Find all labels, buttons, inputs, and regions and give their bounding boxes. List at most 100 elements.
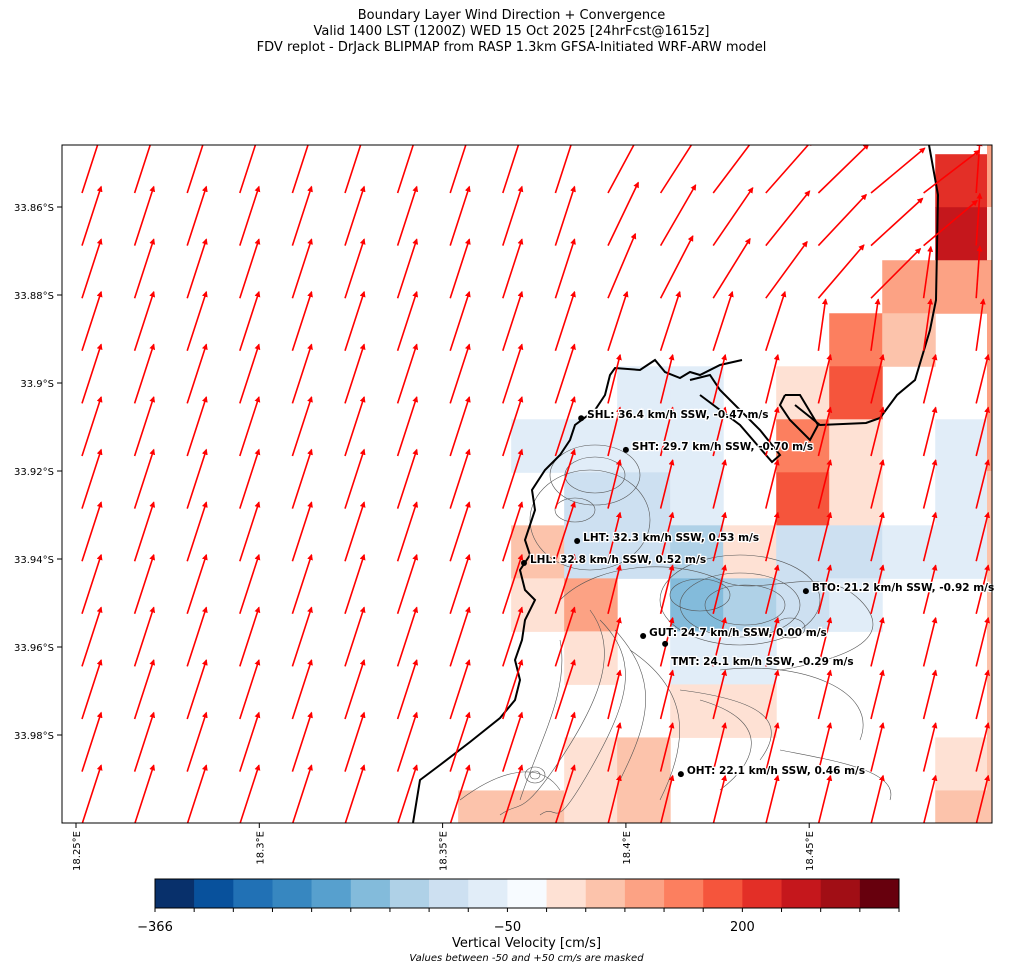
colorbar-tick-label: −366 [137,920,173,935]
wind-arrow [133,501,156,562]
wind-arrow [607,616,622,667]
wind-arrow [870,722,885,772]
wind-arrow [186,711,208,772]
wind-arrow [712,616,727,667]
wind-arrow [239,185,261,246]
wind-arrow [922,353,938,404]
velocity-cell [511,419,565,473]
colorbar-swatch [664,879,704,908]
wind-arrow [607,564,622,614]
velocity-cell [935,154,989,208]
lat-tick-label: 33.98°S [14,731,54,742]
wind-arrow [344,448,366,509]
wind-arrow [344,501,366,562]
wind-arrow [502,553,524,615]
wind-arrow [291,711,313,772]
wind-arrow [817,564,833,614]
wind-arrow [712,145,751,194]
wind-arrow [712,406,727,457]
wind-arrow [239,343,261,404]
wind-arrow [133,290,156,352]
wind-arrow [817,353,833,404]
velocity-cell [617,419,671,473]
wind-arrow [396,606,419,667]
wind-arrow [344,711,366,772]
station-label: SHL: 36.4 km/h SSW, -0.47 m/s [587,409,768,421]
lon-tick-label: 18.3°E [255,831,266,865]
colorbar-swatch [272,879,312,908]
station-label: TMT: 24.1 km/h SSW, -0.29 m/s [671,656,853,668]
velocity-cell [564,631,618,685]
wind-arrow [502,290,524,352]
wind-arrow [607,290,629,352]
wind-arrow [659,145,693,194]
wind-arrow [765,353,780,404]
wind-arrow [817,669,833,720]
wind-arrow [239,145,257,194]
wind-arrow [554,606,576,667]
wind-arrow [922,459,938,509]
wind-arrow [133,606,156,667]
wind-arrow [133,185,156,246]
wind-arrow [133,553,156,615]
wind-arrow [81,343,103,404]
title-line-1: Boundary Layer Wind Direction + Converge… [357,8,666,23]
wind-arrow [554,290,576,352]
wind-arrow [502,343,524,404]
wind-arrow [765,406,780,457]
station-marker [662,640,669,647]
wind-arrow [765,240,808,299]
wind-arrow [765,145,813,194]
wind-arrow [396,711,419,772]
wind-arrow [502,659,524,720]
wind-arrow [449,185,471,246]
wind-arrow [291,764,313,823]
wind-arrow [397,764,419,823]
wind-arrow [81,448,103,509]
longitude-axis: 18.25°E 18.3°E 18.35°E 18.4°E 18.45°E [72,823,816,871]
wind-arrow [239,553,261,615]
colorbar-swatch [155,879,195,908]
wind-arrow [607,145,635,194]
wind-arrow [975,353,990,404]
wind-arrow [449,290,471,352]
velocity-cell [829,472,883,526]
wind-arrow [186,501,208,562]
wind-arrow [554,185,576,246]
wind-arrow [659,669,675,720]
wind-arrow [396,659,419,720]
wind-arrow [975,406,990,457]
velocity-cell [829,419,883,473]
velocity-cell [935,260,989,314]
wind-arrow [712,564,727,614]
station-marker [622,446,629,453]
lat-tick-label: 33.96°S [14,643,54,654]
wind-arrow [449,448,471,509]
wind-arrow [186,238,208,299]
wind-arrow [765,669,780,720]
wind-arrow [344,238,366,299]
wind-arrow [659,564,675,614]
wind-arrow [81,606,103,667]
wind-arrow [502,238,524,299]
station-marker [640,633,647,639]
wind-arrow [186,145,204,194]
velocity-cell [829,525,883,579]
lon-tick-label: 18.35°E [439,831,450,871]
wind-arrow [81,764,103,823]
wind-arrow [712,237,751,299]
wind-arrow [344,185,366,246]
velocity-cell [935,419,989,473]
wind-arrow [922,722,938,772]
velocity-cell [882,525,936,579]
velocity-cell [935,472,989,526]
colorbar-swatch [703,879,743,908]
wind-arrow [449,343,471,404]
wind-arrow [449,659,471,720]
lat-tick-label: 33.94°S [14,555,54,566]
wind-arrow [396,290,419,352]
wind-arrow [922,245,934,299]
wind-arrow [186,343,208,404]
colorbar-swatch [742,879,782,908]
wind-arrow [239,711,261,772]
